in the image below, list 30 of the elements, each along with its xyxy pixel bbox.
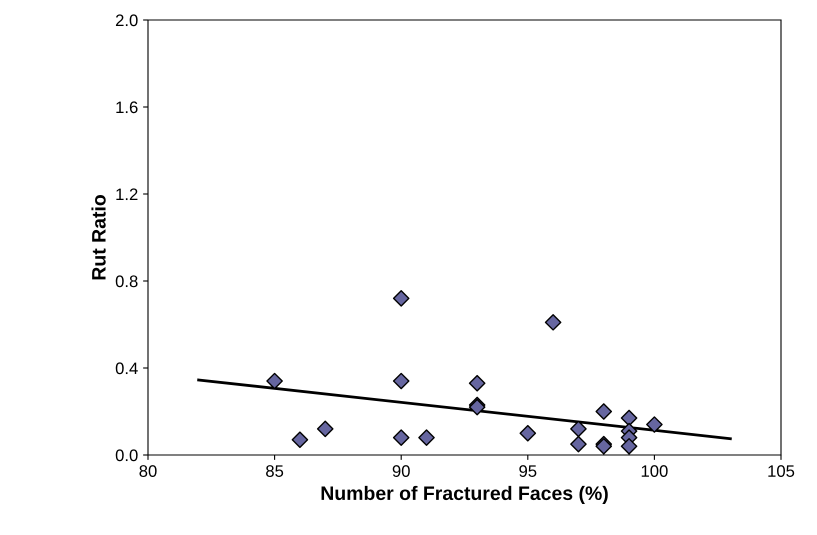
point <box>468 374 486 392</box>
y-tick-label: 2.0 <box>116 14 138 26</box>
point <box>520 424 536 442</box>
point <box>544 314 562 331</box>
x-tick-label: 95 <box>519 465 536 477</box>
point <box>570 420 587 438</box>
point <box>418 429 435 446</box>
x-tick-label: 105 <box>768 465 794 477</box>
y-tick-label: 1.2 <box>116 188 138 200</box>
point <box>316 420 334 438</box>
point <box>570 436 587 452</box>
x-axis-title: Number of Fractured Faces (%) <box>322 486 608 504</box>
y-tick-label: 0.0 <box>116 449 138 462</box>
point <box>620 410 638 426</box>
point <box>595 403 612 420</box>
point <box>646 416 663 433</box>
point <box>392 429 410 446</box>
x-tick-label: 80 <box>139 465 157 477</box>
y-tick-label: 0.8 <box>116 275 138 288</box>
x-tick-label: 85 <box>266 465 284 477</box>
point <box>392 372 410 390</box>
point <box>620 438 638 455</box>
point <box>392 290 410 307</box>
x-tick-label: 90 <box>392 465 410 477</box>
x-tick-label: 100 <box>642 465 668 477</box>
point <box>266 372 283 390</box>
y-axis-title: Rut Ratio <box>91 195 106 280</box>
y-tick-label: 0.4 <box>116 362 138 374</box>
y-tick-label: 1.6 <box>116 101 138 114</box>
point <box>292 431 308 448</box>
